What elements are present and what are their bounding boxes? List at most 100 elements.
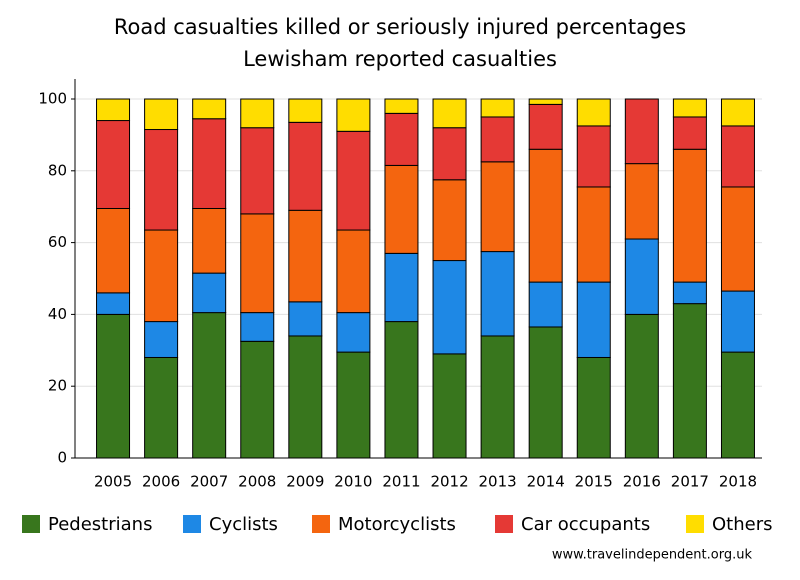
bar-segment [288, 301, 323, 337]
bar-segment [672, 303, 707, 459]
bar-segment [480, 251, 515, 337]
bar-segment [240, 312, 275, 342]
y-tick-label: 20 [48, 377, 67, 395]
bar-segment [672, 98, 707, 118]
legend-swatch [495, 515, 513, 533]
bar-segment [96, 98, 131, 122]
x-tick-label: 2005 [94, 473, 132, 491]
bar-segment [336, 312, 371, 353]
legend-swatch [22, 515, 40, 533]
bar-segment [192, 118, 227, 209]
bar-segment [240, 340, 275, 459]
bar-segment [624, 163, 659, 240]
bar-segment [528, 281, 563, 328]
bar-segment [576, 125, 611, 188]
bar-segment [672, 116, 707, 150]
bar-segment [336, 98, 371, 132]
legend-label: Motorcyclists [338, 514, 456, 535]
bar-segment [288, 98, 323, 123]
x-tick-label: 2015 [575, 473, 613, 491]
bar-segment [144, 321, 179, 358]
bar-segment [336, 351, 371, 459]
bar-segment [576, 356, 611, 459]
bar-segment [144, 98, 179, 131]
bar-segment [480, 116, 515, 163]
bar-segment [336, 130, 371, 231]
bar-segment [720, 98, 755, 127]
legend-swatch [312, 515, 330, 533]
bar-segment [144, 356, 179, 459]
bar-segment [144, 129, 179, 231]
bar-segment [96, 292, 131, 315]
bar-segment [192, 312, 227, 459]
bar-segment [720, 186, 755, 292]
bar-segment [192, 207, 227, 274]
x-tick-label: 2007 [190, 473, 228, 491]
bar-segment [576, 98, 611, 127]
bar-segment [240, 213, 275, 314]
bar-segment [288, 121, 323, 211]
bar-segment [720, 125, 755, 188]
bar-segment [480, 98, 515, 118]
x-tick-label: 2016 [623, 473, 661, 491]
legend-label: Pedestrians [48, 514, 152, 535]
x-tick-label: 2012 [430, 473, 468, 491]
bar-segment [480, 335, 515, 459]
bar-segment [528, 103, 563, 150]
bar-segment [432, 353, 467, 459]
bar-segment [528, 98, 563, 105]
bar-segment [384, 98, 419, 114]
legend-label: Cyclists [209, 514, 278, 535]
legend-swatch [686, 515, 704, 533]
x-tick-label: 2018 [719, 473, 757, 491]
y-tick-label: 60 [48, 233, 67, 251]
bar-segment [432, 179, 467, 262]
bar-segment [240, 127, 275, 215]
bar-segment [336, 229, 371, 314]
y-tick-label: 0 [57, 449, 67, 467]
bar-segment [576, 186, 611, 283]
bar-segment [288, 335, 323, 459]
bar-segment [720, 351, 755, 459]
bar-segment [384, 252, 419, 323]
bar-segment [96, 120, 131, 209]
bar-segment [192, 272, 227, 314]
bar-segment [240, 98, 275, 129]
legend-swatch [183, 515, 201, 533]
bar-segment [528, 326, 563, 459]
bar-segment [432, 98, 467, 129]
bar-segment [624, 98, 659, 165]
x-tick-label: 2013 [479, 473, 517, 491]
bar-segment [528, 148, 563, 283]
y-tick-label: 100 [38, 90, 67, 108]
source: www.travelindependent.org.uk [552, 548, 753, 563]
x-tick-label: 2017 [671, 473, 709, 491]
bar-segment [672, 148, 707, 283]
bar-segment [192, 98, 227, 120]
bar-segment [96, 207, 131, 294]
x-tick-label: 2010 [334, 473, 372, 491]
x-tick-label: 2006 [142, 473, 180, 491]
bar-segment [576, 281, 611, 358]
legend-label: Others [712, 514, 773, 535]
bar-segment [720, 290, 755, 353]
bar-segment [288, 209, 323, 303]
x-tick-label: 2009 [286, 473, 324, 491]
x-tick-label: 2011 [382, 473, 420, 491]
x-tick-label: 2008 [238, 473, 276, 491]
legend-label: Car occupants [521, 514, 650, 535]
y-tick-label: 80 [48, 161, 67, 179]
bar-segment [144, 229, 179, 323]
bar-segment [624, 313, 659, 459]
bar-segment [384, 321, 419, 459]
chart-title: Road casualties killed or seriously inju… [114, 15, 686, 39]
y-tick-label: 40 [48, 305, 67, 323]
bar-segment [672, 281, 707, 305]
bar-segment [432, 260, 467, 355]
chart-subtitle: Lewisham reported casualties [243, 47, 557, 71]
bar-segment [384, 112, 419, 166]
x-tick-label: 2014 [527, 473, 565, 491]
bar-segment [432, 127, 467, 181]
bar-segment [624, 238, 659, 315]
